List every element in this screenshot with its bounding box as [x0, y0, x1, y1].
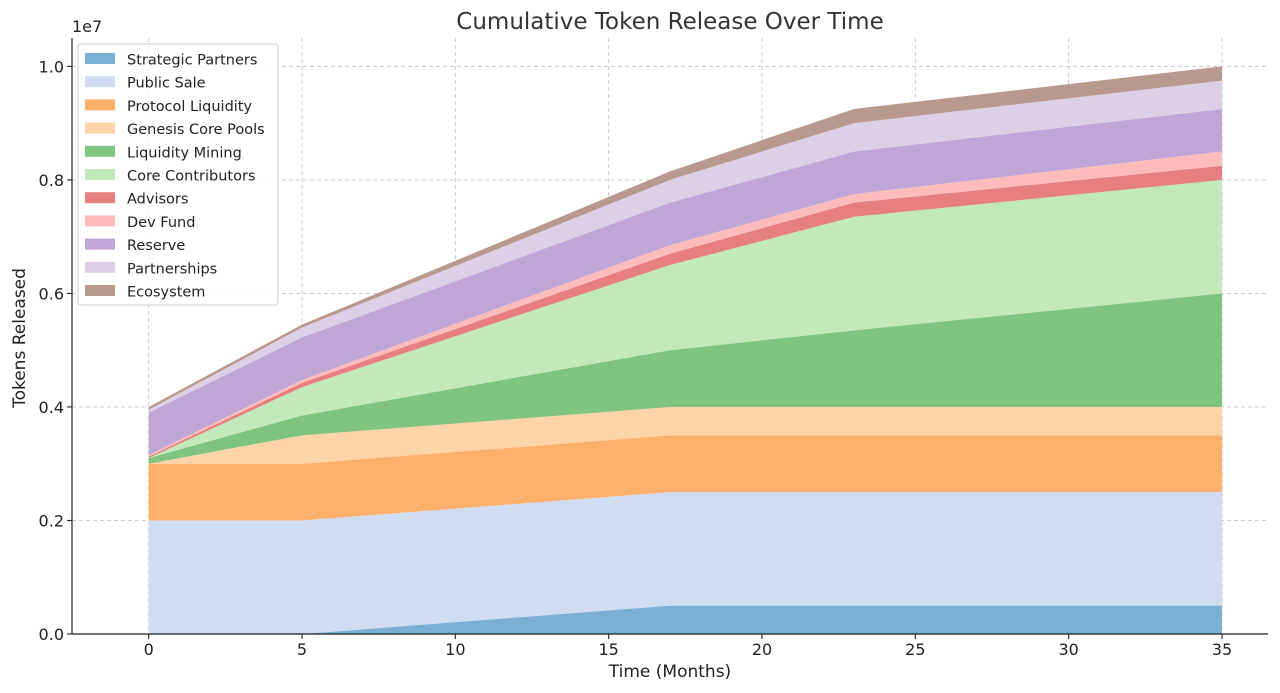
area-series-strategic-partners: [148, 605, 1222, 634]
x-tick-label: 5: [297, 640, 307, 659]
legend: Strategic Partners Public Sale Protocol L…: [77, 43, 279, 306]
legend-label-advisors: Advisors: [127, 192, 188, 208]
chart-title: Cumulative Token Release Over Time: [456, 9, 883, 35]
legend-swatch-public-sale: [85, 76, 115, 88]
x-tick-label: 30: [1058, 640, 1078, 659]
tick-layer: 0 5 10 15 20 25 30 35 0.0 0.2 0.4 0.6 0.8 1.0: [39, 57, 1233, 659]
x-tick-label: 25: [905, 640, 925, 659]
legend-label-core-contributors: Core Contributors: [127, 169, 256, 185]
legend-label-liquidity-mining: Liquidity Mining: [127, 145, 242, 161]
x-tick-label: 35: [1212, 640, 1232, 659]
legend-swatch-genesis-core-pools: [85, 122, 115, 134]
legend-label-genesis-core-pools: Genesis Core Pools: [127, 122, 265, 138]
x-tick-label: 10: [445, 640, 465, 659]
legend-label-partnerships: Partnerships: [127, 261, 217, 277]
legend-swatch-core-contributors: [85, 169, 115, 180]
x-tick-label: 20: [752, 640, 772, 659]
legend-swatch-partnerships: [85, 261, 115, 273]
legend-swatch-liquidity-mining: [85, 145, 115, 157]
legend-swatch-dev-fund: [85, 215, 115, 227]
legend-swatch-advisors: [85, 192, 115, 204]
legend-swatch-protocol-liquidity: [85, 99, 115, 111]
area-layer: [148, 66, 1222, 634]
y-tick-label: 0.6: [39, 284, 64, 303]
legend-swatch-strategic-partners: [85, 53, 115, 64]
legend-label-strategic-partners: Strategic Partners: [127, 53, 257, 69]
area-series-public-sale: [148, 492, 1222, 634]
y-tick-label: 0.4: [39, 398, 64, 417]
area-series-genesis-core-pools: [148, 406, 1222, 464]
y-tick-label: 1.0: [39, 57, 64, 76]
legend-label-public-sale: Public Sale: [127, 76, 206, 92]
y-tick-label: 0.2: [39, 511, 64, 530]
x-tick-label: 0: [144, 640, 154, 659]
legend-label-ecosystem: Ecosystem: [127, 285, 205, 301]
legend-label-dev-fund: Dev Fund: [127, 215, 195, 231]
area-series-protocol-liquidity: [148, 435, 1222, 521]
legend-frame: [77, 43, 279, 306]
area-series-liquidity-mining: [148, 293, 1222, 464]
area-series-partnerships: [148, 80, 1222, 413]
legend-label-protocol-liquidity: Protocol Liquidity: [127, 99, 252, 115]
x-tick-label: 15: [598, 640, 618, 659]
y-tick-label: 0.8: [39, 171, 64, 190]
y-tick-label: 0.0: [39, 625, 64, 644]
legend-swatch-ecosystem: [85, 285, 115, 296]
y-axis-label: Tokens Released: [10, 268, 30, 409]
x-axis-label: Time (Months): [608, 662, 731, 682]
legend-swatch-reserve: [85, 238, 115, 250]
area-series-reserve: [148, 108, 1222, 456]
area-series-core-contributors: [148, 179, 1222, 459]
legend-label-reserve: Reserve: [127, 238, 185, 254]
y-offset-label: 1e7: [72, 17, 102, 36]
